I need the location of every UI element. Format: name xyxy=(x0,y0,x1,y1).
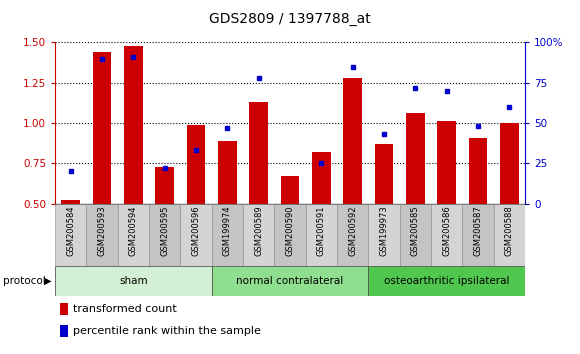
Text: transformed count: transformed count xyxy=(73,304,177,314)
Text: ▶: ▶ xyxy=(44,275,51,286)
Bar xyxy=(337,204,368,266)
Text: GSM200588: GSM200588 xyxy=(505,205,514,256)
Text: GSM200585: GSM200585 xyxy=(411,205,420,256)
Bar xyxy=(124,46,143,204)
Bar xyxy=(60,303,68,315)
Text: GSM200586: GSM200586 xyxy=(442,205,451,256)
Text: protocol: protocol xyxy=(3,275,46,286)
Bar xyxy=(212,204,243,266)
Bar xyxy=(93,52,111,204)
Bar xyxy=(149,204,180,266)
Text: osteoarthritic ipsilateral: osteoarthritic ipsilateral xyxy=(384,275,509,286)
Bar xyxy=(431,204,462,266)
Text: GSM200592: GSM200592 xyxy=(348,205,357,256)
Text: GSM200595: GSM200595 xyxy=(160,205,169,256)
Text: GSM200587: GSM200587 xyxy=(473,205,483,256)
Bar xyxy=(462,204,494,266)
Bar xyxy=(243,204,274,266)
Text: sham: sham xyxy=(119,275,148,286)
Bar xyxy=(306,204,337,266)
Bar xyxy=(155,166,174,204)
Bar xyxy=(343,78,362,204)
Bar xyxy=(281,176,299,204)
Bar xyxy=(180,204,212,266)
Text: normal contralateral: normal contralateral xyxy=(237,275,343,286)
Bar xyxy=(437,121,456,204)
Bar xyxy=(469,137,487,204)
Text: GSM200593: GSM200593 xyxy=(97,205,107,256)
Text: GSM200584: GSM200584 xyxy=(66,205,75,256)
Bar xyxy=(274,204,306,266)
Text: GSM200590: GSM200590 xyxy=(285,205,295,256)
Text: GSM200589: GSM200589 xyxy=(254,205,263,256)
Bar xyxy=(218,141,237,204)
Text: GSM200596: GSM200596 xyxy=(191,205,201,256)
Text: GDS2809 / 1397788_at: GDS2809 / 1397788_at xyxy=(209,12,371,27)
Bar xyxy=(500,123,519,204)
Bar xyxy=(494,204,525,266)
Bar xyxy=(55,204,86,266)
Bar xyxy=(212,266,368,296)
Bar xyxy=(406,113,425,204)
Bar xyxy=(61,200,80,204)
Bar xyxy=(187,125,205,204)
Bar xyxy=(86,204,118,266)
Text: GSM200591: GSM200591 xyxy=(317,205,326,256)
Text: percentile rank within the sample: percentile rank within the sample xyxy=(73,326,261,336)
Bar xyxy=(400,204,431,266)
Text: GSM199973: GSM199973 xyxy=(379,205,389,256)
Bar xyxy=(375,144,393,204)
Bar xyxy=(118,204,149,266)
Bar xyxy=(368,204,400,266)
Bar xyxy=(312,152,331,204)
Text: GSM200594: GSM200594 xyxy=(129,205,138,256)
Bar xyxy=(249,102,268,204)
Bar xyxy=(60,325,68,337)
Bar xyxy=(55,266,212,296)
Text: GSM199974: GSM199974 xyxy=(223,205,232,256)
Bar xyxy=(368,266,525,296)
